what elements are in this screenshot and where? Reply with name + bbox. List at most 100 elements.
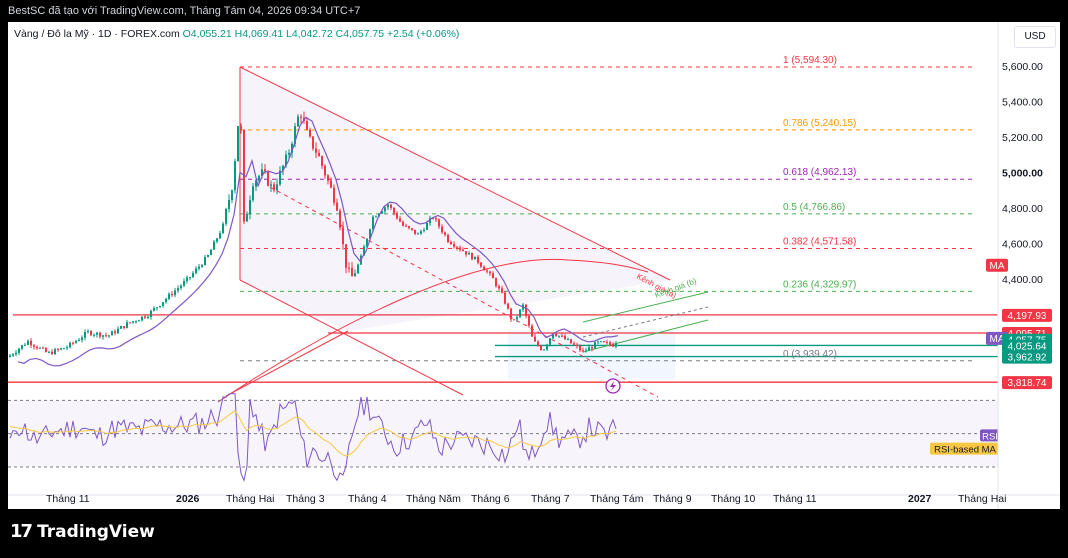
time-tick-label: Tháng 9 <box>653 493 692 505</box>
candle-body <box>450 241 452 245</box>
candle-body <box>300 116 302 118</box>
candle-body <box>570 339 572 344</box>
symbol-legend: Vàng / Đô la Mỹ · 1D · FOREX.com O4,055.… <box>14 28 459 40</box>
price-badge-label: 3,962.92 <box>1008 353 1047 364</box>
price-chart[interactable]: Kênh giá (a)Kênh giá (b) 1 (5,594.30)0.7… <box>8 22 1060 509</box>
candle-body <box>72 342 74 344</box>
time-tick-label: Tháng Tám <box>590 493 644 505</box>
candle-body <box>189 276 191 278</box>
candle-body <box>432 218 434 220</box>
candle-body <box>471 253 473 260</box>
candle-body <box>108 335 110 337</box>
wedge-fan-line <box>225 330 349 397</box>
candle-body <box>447 234 449 242</box>
price-badge-label: MA <box>990 334 1005 345</box>
candle-body <box>411 228 413 230</box>
candle-body <box>594 342 596 349</box>
price-tick-label: 4,400.00 <box>1002 274 1043 286</box>
channel-lower-line <box>582 319 709 353</box>
candle-body <box>558 335 560 337</box>
candle-body <box>249 200 251 214</box>
currency-button[interactable]: USD <box>1014 26 1056 48</box>
candle-body <box>597 341 599 343</box>
candle-body <box>507 303 509 309</box>
snapshot-caption: BestSC đã tạo với TradingView.com, Tháng… <box>8 5 361 17</box>
falling-wedge-shade <box>240 67 670 331</box>
candle-body <box>501 288 503 293</box>
candle-body <box>135 321 137 323</box>
tradingview-logo-icon: 17 <box>10 521 33 542</box>
candle-body <box>321 156 323 166</box>
candle-body <box>240 126 242 130</box>
candle-body <box>171 293 173 296</box>
candle-body <box>132 321 134 323</box>
candle-body <box>255 180 257 187</box>
candle-body <box>273 184 275 191</box>
candle-body <box>258 176 260 181</box>
candle-body <box>462 249 464 252</box>
candle-body <box>105 335 107 337</box>
candle-body <box>465 251 467 255</box>
candle-body <box>15 352 17 355</box>
candle-body <box>51 351 53 355</box>
candle-body <box>18 348 20 353</box>
candle-body <box>201 265 203 267</box>
time-tick-label: Tháng Năm <box>406 493 461 505</box>
fib-level-label: 0.786 (5,240.15) <box>783 118 856 129</box>
chart-panel[interactable]: Kênh giá (a) Kênh giá (b) 1 (5,594.30) 0.7… <box>8 22 1060 509</box>
price-badge <box>1002 350 1052 364</box>
candle-body <box>417 233 419 235</box>
candle-body <box>441 226 443 233</box>
candle-body <box>141 316 143 321</box>
candle-body <box>357 264 359 274</box>
candle-body <box>165 298 167 303</box>
candle-body <box>318 152 320 157</box>
candle-body <box>102 335 104 337</box>
candle-body <box>111 331 113 336</box>
candle-body <box>576 344 578 347</box>
candle-body <box>537 341 539 346</box>
candle-body <box>36 346 38 349</box>
candle-body <box>204 256 206 266</box>
candle-body <box>150 310 152 317</box>
time-tick-label: Tháng 11 <box>46 493 90 505</box>
candle-body <box>480 262 482 267</box>
lightning-icon[interactable] <box>605 378 621 394</box>
candle-body <box>78 339 80 342</box>
fib-level-label: 0.5 (4,766.86) <box>783 202 845 213</box>
price-badge-label: MA <box>990 261 1005 272</box>
tradingview-logo[interactable]: 17 TradingView <box>10 521 155 542</box>
candle-body <box>12 354 14 356</box>
candle-body <box>270 184 272 186</box>
moving-average-line <box>17 116 619 367</box>
candle-body <box>69 342 71 348</box>
candle-body <box>588 347 590 351</box>
candle-body <box>183 281 185 286</box>
fib-level-label: 0.382 (4,571.58) <box>783 237 856 248</box>
candle-body <box>210 249 212 256</box>
candle-body <box>393 207 395 214</box>
candle-body <box>552 333 554 339</box>
candle-body <box>216 238 218 242</box>
candle-body <box>345 244 347 268</box>
candle-body <box>495 278 497 287</box>
candle-body <box>615 343 617 347</box>
candle-body <box>84 332 86 338</box>
price-tick-label: 5,600.00 <box>1002 61 1043 73</box>
symbol-name[interactable]: Vàng / Đô la Mỹ · 1D · FOREX.com <box>14 28 180 40</box>
open-value: O4,055.21 <box>182 28 232 40</box>
candle-body <box>540 345 542 350</box>
wedge-upper-line <box>239 66 671 281</box>
candle-body <box>486 270 488 272</box>
candle-body <box>42 347 44 349</box>
candle-body <box>315 148 317 153</box>
candle-body <box>87 331 89 333</box>
candle-body <box>468 253 470 255</box>
candle-body <box>567 339 569 341</box>
candle-body <box>174 290 176 296</box>
price-badge <box>1002 339 1052 353</box>
candle-body <box>27 340 29 345</box>
price-badge-label: 3,818.74 <box>1008 378 1047 389</box>
candle-body <box>207 255 209 257</box>
rsi-ma-badge-label: RSI-based MA <box>934 445 996 456</box>
